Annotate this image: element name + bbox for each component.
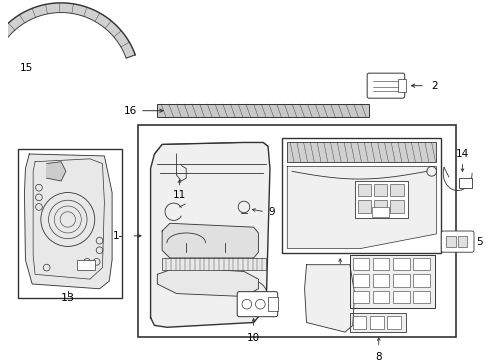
Bar	[370, 316, 384, 329]
Text: 12: 12	[167, 237, 180, 247]
Bar	[268, 297, 278, 311]
Bar	[414, 291, 430, 303]
Text: 13: 13	[61, 293, 75, 303]
Bar	[390, 200, 404, 213]
Bar	[353, 316, 366, 329]
Polygon shape	[24, 154, 112, 289]
Bar	[393, 274, 410, 287]
Text: 11: 11	[173, 190, 186, 201]
Text: 16: 16	[124, 106, 137, 116]
Bar	[353, 291, 369, 303]
Bar	[157, 104, 369, 117]
Bar	[350, 255, 435, 308]
Bar	[414, 274, 430, 287]
FancyBboxPatch shape	[367, 73, 405, 98]
Text: 1-: 1-	[113, 231, 123, 241]
Text: 3: 3	[351, 316, 358, 325]
Bar	[374, 184, 388, 196]
Bar	[414, 258, 430, 270]
Text: 15: 15	[20, 63, 33, 73]
Text: 14: 14	[456, 149, 469, 159]
Text: 6: 6	[337, 275, 343, 285]
Bar	[393, 291, 410, 303]
Polygon shape	[305, 265, 355, 332]
Bar	[388, 316, 401, 329]
Bar	[353, 274, 369, 287]
Text: 10: 10	[247, 333, 260, 343]
Polygon shape	[150, 143, 270, 327]
Bar	[282, 138, 441, 253]
Bar	[353, 258, 369, 270]
Bar	[373, 274, 390, 287]
Bar	[350, 313, 406, 332]
Bar	[446, 236, 456, 247]
Polygon shape	[0, 3, 135, 70]
Bar	[162, 258, 266, 270]
Polygon shape	[47, 162, 66, 181]
Bar	[287, 143, 437, 162]
FancyBboxPatch shape	[441, 231, 474, 252]
Text: 4: 4	[414, 226, 420, 236]
Bar	[373, 291, 390, 303]
Bar	[355, 181, 408, 217]
Bar	[372, 207, 390, 217]
Bar	[390, 184, 404, 196]
Bar	[398, 79, 406, 93]
Bar	[138, 125, 456, 337]
Polygon shape	[157, 267, 258, 297]
Bar	[358, 184, 371, 196]
Bar	[77, 260, 95, 270]
Polygon shape	[287, 167, 437, 248]
Text: 2: 2	[431, 81, 438, 91]
Bar	[393, 258, 410, 270]
FancyBboxPatch shape	[237, 292, 278, 317]
Bar	[459, 178, 472, 188]
Text: 7: 7	[421, 186, 428, 195]
Bar	[374, 200, 388, 213]
Bar	[358, 200, 371, 213]
Bar	[458, 236, 467, 247]
Bar	[373, 258, 390, 270]
Text: 5: 5	[476, 237, 483, 247]
Text: 8: 8	[375, 352, 382, 360]
Polygon shape	[162, 223, 258, 258]
Bar	[18, 149, 122, 298]
Text: 9: 9	[269, 207, 275, 217]
